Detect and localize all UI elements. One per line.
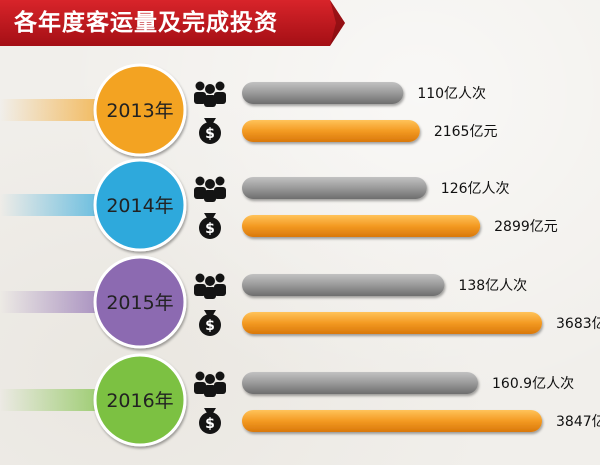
people-icon bbox=[194, 176, 226, 202]
investment-bar bbox=[242, 215, 481, 237]
people-icon bbox=[194, 273, 226, 299]
investment-value-label: 2899亿元 bbox=[494, 219, 558, 235]
year-label: 2016年 bbox=[106, 390, 173, 412]
svg-text:$: $ bbox=[205, 221, 215, 237]
investment-value-label: 2165亿元 bbox=[434, 124, 498, 140]
chart-title: 各年度客运量及完成投资 bbox=[14, 10, 278, 36]
year-circle bbox=[93, 353, 187, 447]
title-banner bbox=[0, 0, 345, 46]
title-banner-shape bbox=[0, 0, 345, 46]
investment-bar bbox=[242, 120, 420, 142]
passenger-value-label: 126亿人次 bbox=[441, 181, 510, 197]
passenger-bar bbox=[242, 82, 404, 104]
money-bag-icon: $ bbox=[199, 118, 221, 144]
passenger-bar bbox=[242, 177, 427, 199]
svg-text:$: $ bbox=[205, 416, 215, 432]
passenger-value-label: 138亿人次 bbox=[458, 278, 527, 294]
passenger-value-label: 160.9亿人次 bbox=[492, 376, 574, 392]
money-bag-icon: $ bbox=[199, 408, 221, 434]
year-label: 2013年 bbox=[106, 100, 173, 122]
passenger-bar bbox=[242, 274, 445, 296]
year-label: 2014年 bbox=[106, 195, 173, 217]
passenger-bar bbox=[242, 372, 478, 394]
investment-bar bbox=[242, 312, 542, 334]
investment-value-label: 3683亿元 bbox=[556, 316, 600, 332]
people-icon bbox=[194, 371, 226, 397]
investment-value-label: 3847亿元 bbox=[556, 414, 600, 430]
year-circle bbox=[93, 255, 187, 349]
passenger-value-label: 110亿人次 bbox=[417, 86, 486, 102]
year-circle bbox=[93, 63, 187, 157]
svg-text:$: $ bbox=[205, 318, 215, 334]
money-bag-icon: $ bbox=[199, 213, 221, 239]
title-banner-edge bbox=[330, 0, 345, 46]
investment-bar bbox=[242, 410, 542, 432]
people-icon bbox=[194, 81, 226, 107]
year-label: 2015年 bbox=[106, 292, 173, 314]
year-circle bbox=[93, 158, 187, 252]
money-bag-icon: $ bbox=[199, 310, 221, 336]
svg-text:$: $ bbox=[205, 126, 215, 142]
